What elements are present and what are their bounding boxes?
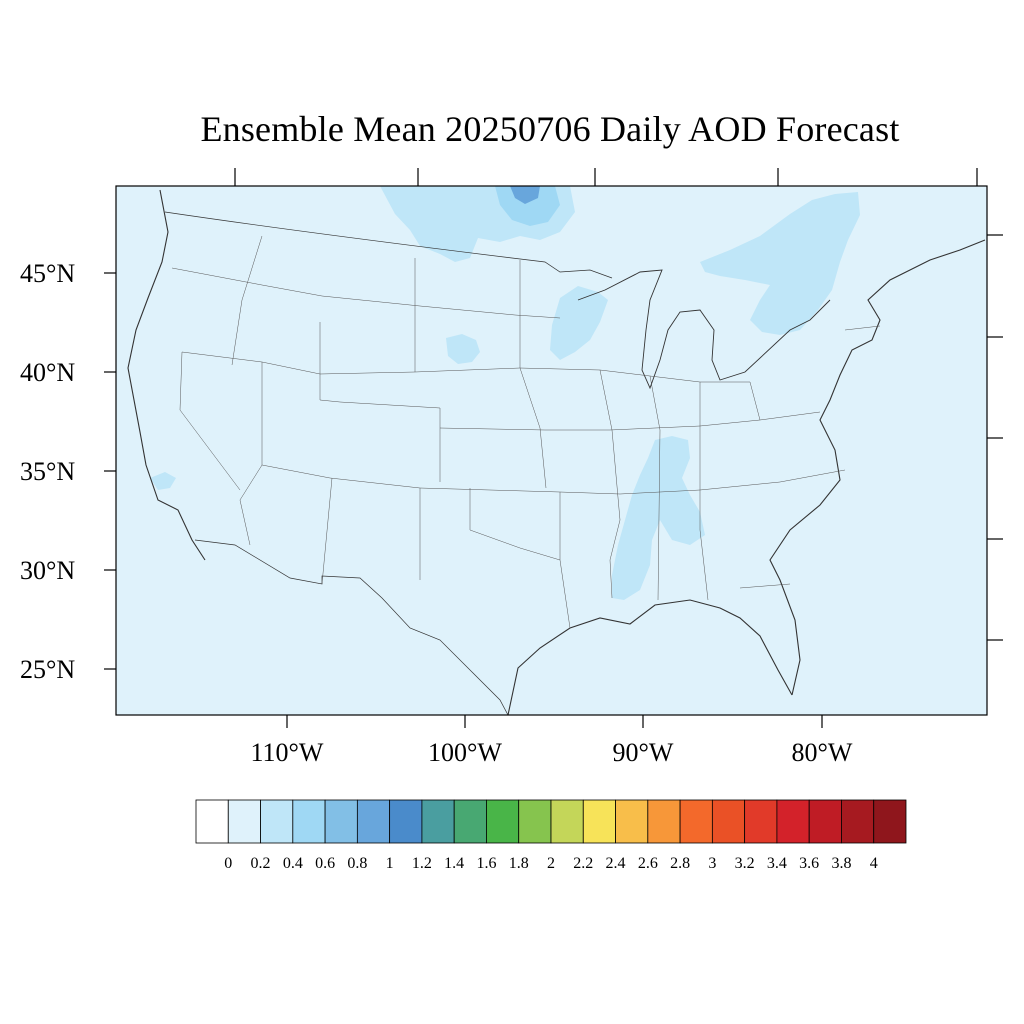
plume-midwest — [550, 286, 608, 360]
colorbar-label: 2.2 — [573, 855, 593, 872]
colorbar-label: 2 — [547, 855, 555, 872]
colorbar-swatch — [453, 799, 487, 844]
mexico-border — [194, 539, 509, 715]
colorbar-swatch — [647, 799, 681, 844]
colorbar-swatch — [421, 799, 455, 844]
lat-label: 40°N — [20, 358, 75, 387]
colorbar-label: 3.8 — [831, 855, 851, 872]
colorbar-swatch — [679, 799, 713, 844]
atlantic-coast — [769, 239, 986, 696]
map-title: Ensemble Mean 20250706 Daily AOD Forecas… — [200, 109, 900, 149]
great-lakes — [577, 269, 831, 390]
lat-label: 25°N — [20, 655, 75, 684]
colorbar-swatch — [550, 799, 584, 844]
colorbar-swatch — [227, 799, 261, 844]
lat-label: 30°N — [20, 556, 75, 585]
lon-labels: 110°W 100°W 90°W 80°W — [251, 738, 853, 767]
boundaries — [127, 189, 986, 715]
colorbar-label: 1.2 — [412, 855, 432, 872]
colorbar-swatch — [292, 799, 326, 844]
colorbar-swatch — [260, 799, 294, 844]
lat-label: 45°N — [20, 259, 75, 288]
plume-core-light — [495, 186, 560, 226]
colorbar-swatch — [873, 799, 907, 844]
colorbar-label: 3.2 — [735, 855, 755, 872]
colorbar-swatch — [356, 799, 391, 844]
colorbar-label: 2.4 — [606, 855, 626, 872]
plume-california — [150, 472, 176, 490]
plume-northeast — [700, 192, 860, 335]
colorbar-label: 2.6 — [638, 855, 658, 872]
colorbar-label: 2.8 — [670, 855, 690, 872]
colorbar-label: 3 — [708, 855, 716, 872]
colorbar-swatch — [324, 799, 358, 844]
colorbar-swatch — [615, 799, 649, 844]
plume-south-central — [612, 436, 705, 600]
colorbar-swatch — [776, 799, 810, 844]
colorbar-label: 0 — [224, 855, 232, 872]
colorbar-label: 0.8 — [347, 855, 367, 872]
colorbar-label: 0.4 — [283, 855, 303, 872]
gulf-coast — [507, 599, 793, 715]
plume-core-dark — [510, 186, 540, 204]
colorbar-label: 0.6 — [315, 855, 335, 872]
colorbar-label: 1.4 — [444, 855, 464, 872]
lon-label: 110°W — [251, 738, 324, 767]
canada-border — [164, 211, 613, 279]
colorbar-label: 3.6 — [799, 855, 819, 872]
colorbar-swatch — [711, 799, 746, 844]
colorbar — [195, 799, 907, 844]
colorbar-swatch — [195, 799, 229, 844]
map-frame — [115, 185, 988, 716]
colorbar-labels: 0 0.2 0.4 0.6 0.8 1 1.2 1.4 1.6 1.8 2 2.2 2.4 2.6 2.8 3… — [224, 855, 877, 872]
lon-label: 90°W — [613, 738, 674, 767]
colorbar-label: 0.2 — [251, 855, 271, 872]
lat-labels: 45°N 40°N 35°N 30°N 25°N — [20, 259, 75, 684]
colorbar-swatch — [518, 799, 552, 844]
state-lines — [171, 235, 881, 629]
colorbar-label: 1.8 — [509, 855, 529, 872]
colorbar-label: 4 — [870, 855, 878, 872]
colorbar-swatch — [486, 799, 520, 844]
colorbar-swatch — [582, 799, 616, 844]
colorbar-swatch — [389, 799, 423, 844]
colorbar-swatch — [841, 799, 875, 844]
colorbar-swatch — [808, 799, 842, 844]
lat-label: 35°N — [20, 457, 75, 486]
lon-label: 100°W — [428, 738, 502, 767]
map-background — [116, 186, 987, 715]
plume-nebraska — [446, 334, 480, 364]
colorbar-label: 1.6 — [476, 855, 496, 872]
lon-label: 80°W — [792, 738, 853, 767]
colorbar-label: 3.4 — [767, 855, 787, 872]
us-coastline-west — [127, 189, 206, 561]
colorbar-swatch — [744, 799, 778, 844]
colorbar-label: 1 — [386, 855, 394, 872]
axis-ticks — [104, 168, 1003, 728]
aod-plumes — [150, 186, 860, 600]
